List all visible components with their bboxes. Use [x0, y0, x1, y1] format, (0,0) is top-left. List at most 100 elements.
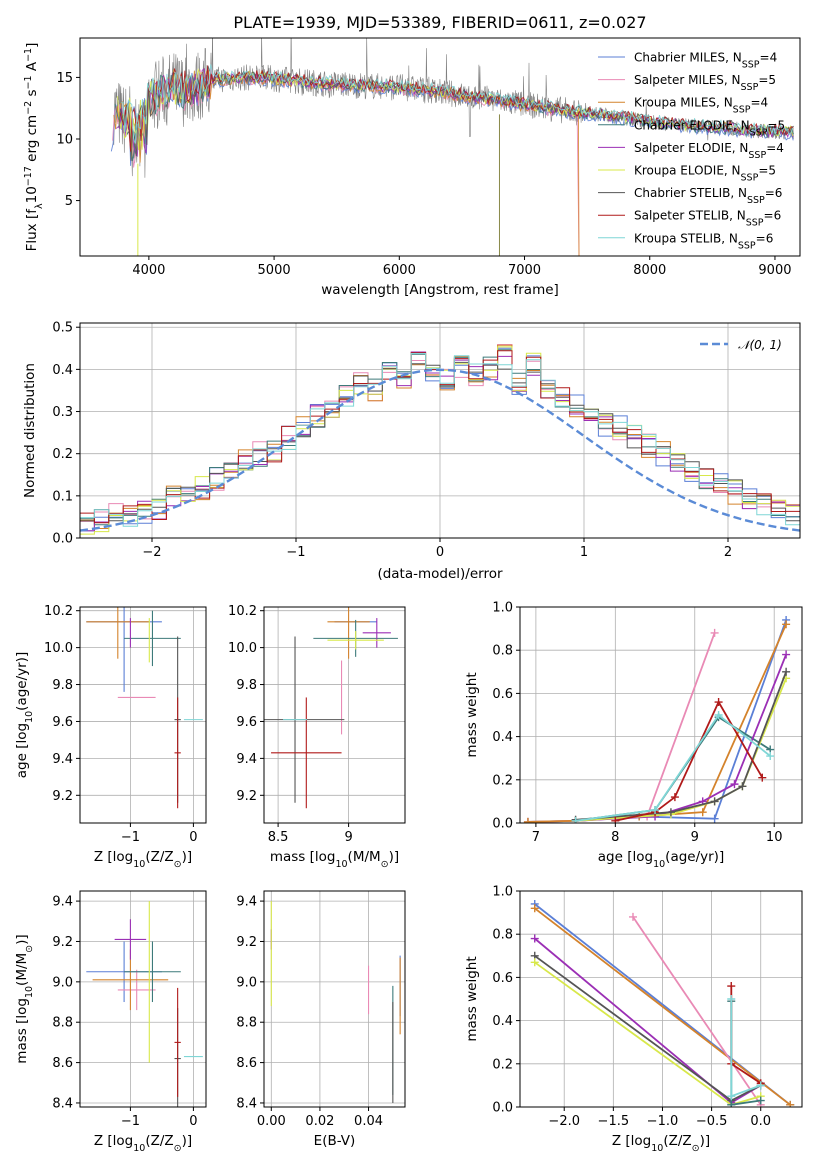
x-tick-label: 4000: [132, 263, 165, 278]
plot-area: [86, 607, 203, 809]
y-tick-label: 5: [65, 194, 73, 209]
y-tick-label: 9.8: [52, 678, 73, 693]
y-tick-label: 10.2: [44, 604, 73, 619]
x-axis-label: Z [log10(Z/Z⊙)]: [612, 1133, 710, 1154]
panel-age-vs-mass: 8.5 9 9.2 9.4 9.6 9.8 10.0 10.2 mass [log10(M/M⊙…: [228, 604, 406, 870]
legend-entry-part: SSP: [738, 240, 756, 251]
y-axis-label: mass weight: [464, 672, 480, 757]
legend-entry-part: =5: [758, 164, 776, 178]
y-tick-label: 1.0: [492, 601, 513, 616]
legend-entry-part: =4: [760, 51, 778, 65]
x-axis-label-part: 10: [133, 859, 145, 870]
panel-spectrum: 4000 5000 6000 7000 8000 9000 5 10 15 wavelength …: [23, 37, 801, 298]
legend-entry-part: Chabrier STELIB,: [634, 186, 738, 200]
legend-entry: Salpeter MILES, NSSP=5: [634, 73, 776, 93]
x-tick-label: 1: [580, 545, 588, 560]
y-tick-label: 10.2: [228, 604, 257, 619]
x-tick-label: 9: [344, 830, 352, 845]
plot-area: [86, 901, 203, 1107]
x-tick-label: 8: [611, 830, 619, 845]
histogram-step: [80, 353, 800, 527]
y-tick-label: 0.6: [492, 687, 513, 702]
x-tick-label: 7: [532, 830, 540, 845]
x-tick-label: 0.00: [257, 1114, 286, 1129]
x-axis-label-part: (Z/Z: [663, 1133, 691, 1149]
legend-entry: Kroupa ELODIE, NSSP=5: [634, 164, 776, 184]
x-tick-label: −0.5: [696, 1114, 728, 1129]
weight-line: [575, 677, 787, 822]
x-tick-label: 5000: [258, 263, 291, 278]
legend-entry-part: N: [739, 141, 748, 155]
legend-entry: Kroupa STELIB, NSSP=6: [634, 231, 773, 251]
x-axis-label-part: )]: [182, 849, 193, 865]
legend-entry: 𝒩(0, 1): [738, 338, 782, 352]
x-axis-label-part: )]: [182, 1133, 193, 1149]
x-axis-label: mass [log10(M/M⊙)]: [270, 849, 399, 870]
x-tick-label: 0: [189, 1114, 197, 1129]
weight-marker: [727, 995, 736, 1003]
weight-line: [575, 713, 771, 822]
legend-entry-part: =5: [758, 73, 776, 87]
x-tick-label: −2.0: [548, 1114, 580, 1129]
gaussian-curve: [80, 368, 800, 532]
y-axis-label-part: 10: [24, 986, 35, 998]
legend-entry-part: N: [724, 96, 733, 110]
legend-entry-part: SSP: [748, 149, 766, 160]
y-axis-label-part: A: [24, 61, 40, 75]
y-axis-label: age [log10(age/yr)]: [14, 652, 35, 778]
y-tick-label: 9.0: [236, 975, 257, 990]
legend-entry-part: =6: [764, 209, 782, 223]
x-tick-label: −2: [142, 545, 161, 560]
y-axis-label-part: (age/yr)]: [14, 652, 30, 711]
y-tick-label: 0.0: [492, 817, 513, 832]
x-tick-label: 9000: [758, 263, 791, 278]
y-tick-label: 0.1: [52, 489, 73, 504]
x-tick-label: 0.0: [750, 1114, 771, 1129]
plot-area: [110, 38, 794, 256]
x-axis-label: (data-model)/error: [377, 566, 503, 582]
weight-marker: [710, 628, 719, 637]
legend-entry-part: N: [733, 51, 742, 65]
y-tick-label: 0.3: [52, 405, 73, 420]
panel-residuals: −2 −1 0 1 2 0.0 0.1 0.2 0.3 0.4 0.5 (data-model)/er…: [22, 321, 801, 582]
y-tick-label: 9.4: [52, 752, 73, 767]
y-tick-label: 0.2: [52, 447, 73, 462]
y-tick-label: 9.2: [236, 789, 257, 804]
axes-frame: [79, 37, 801, 257]
y-tick-label: 0.8: [492, 928, 513, 943]
y-tick-label: 9.2: [52, 935, 73, 950]
legend-entry-part: N: [741, 118, 750, 132]
weight-marker: [666, 808, 675, 817]
x-tick-label: 2: [724, 545, 732, 560]
x-tick-label: −1: [121, 830, 140, 845]
x-axis-label: age [log10(age/yr)]: [598, 849, 724, 870]
y-tick-label: 8.8: [52, 1016, 73, 1031]
weight-marker: [530, 958, 539, 967]
legend-entry-part: N: [732, 73, 741, 87]
y-tick-label: 9.8: [236, 678, 257, 693]
axes-frame: [79, 322, 801, 539]
x-axis-label-part: )]: [700, 1133, 711, 1149]
y-tick-label: 9.4: [236, 752, 257, 767]
legend-entry-part: Chabrier MILES,: [634, 51, 733, 65]
y-axis-label: Flux [fλ10−17 erg cm−2 s−1 A−1]: [23, 43, 45, 252]
axes-frame: [263, 606, 406, 824]
y-tick-label: 10: [56, 132, 73, 147]
legend-entry-part: =5: [767, 118, 785, 132]
legend-entry-part: SSP: [741, 172, 759, 183]
weight-marker: [530, 904, 539, 913]
x-axis-label-part: 10: [133, 1143, 145, 1154]
y-tick-label: 0.6: [492, 971, 513, 986]
weight-marker: [714, 711, 723, 719]
x-tick-label: −1.0: [647, 1114, 679, 1129]
legend-entry: Kroupa MILES, NSSP=4: [634, 96, 768, 116]
x-axis-label-part: mass [log: [270, 849, 336, 865]
x-axis-label: Z [log10(Z/Z⊙)]: [94, 1133, 192, 1154]
legend-entry-part: Kroupa STELIB,: [634, 231, 729, 245]
x-axis-label-part: 10: [653, 859, 665, 870]
weight-line: [632, 916, 762, 1106]
y-axis-label-part: s: [24, 89, 40, 100]
legend-entry-part: Kroupa ELODIE,: [634, 164, 732, 178]
